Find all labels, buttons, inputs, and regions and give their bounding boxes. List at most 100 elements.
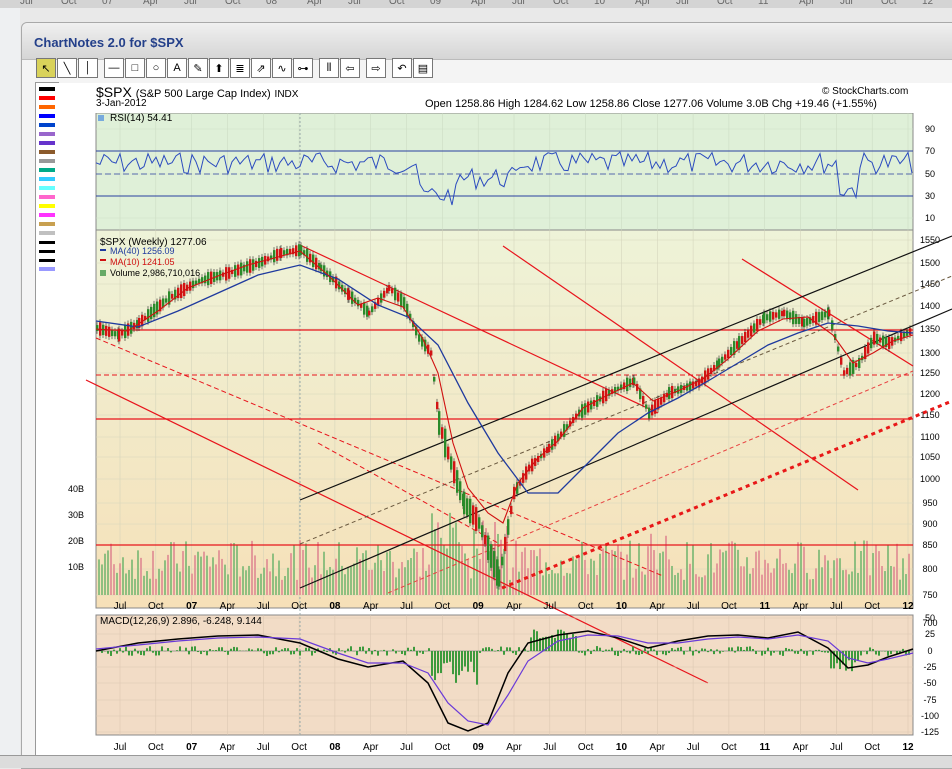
macd-histogram-bar bbox=[809, 650, 811, 651]
channel-tool-button[interactable]: ⊶ bbox=[293, 58, 313, 78]
macd-histogram-bar bbox=[743, 650, 745, 651]
macd-histogram-bar bbox=[461, 651, 463, 671]
candle-body bbox=[108, 327, 110, 337]
candle-body bbox=[587, 402, 589, 413]
color-swatch[interactable] bbox=[39, 159, 55, 163]
color-swatch[interactable] bbox=[39, 204, 55, 208]
volume-bar bbox=[692, 545, 694, 595]
price-axis-label: 1550 bbox=[920, 235, 940, 245]
arrow-up-tool-button[interactable]: ⬆ bbox=[209, 58, 229, 78]
color-swatch[interactable] bbox=[39, 250, 55, 253]
color-swatch[interactable] bbox=[39, 87, 55, 91]
color-swatch[interactable] bbox=[39, 123, 55, 127]
x-axis-label: Apr bbox=[649, 601, 665, 612]
color-swatch[interactable] bbox=[39, 168, 55, 172]
volume-bar bbox=[308, 568, 310, 595]
settings-icon: ▤ bbox=[418, 62, 428, 75]
color-swatch[interactable] bbox=[39, 105, 55, 109]
fibonacci-tool-button[interactable]: ≣ bbox=[230, 58, 250, 78]
volume-bar bbox=[581, 542, 583, 595]
macd-histogram-bar bbox=[395, 651, 397, 653]
volume-bar bbox=[206, 556, 208, 595]
candle-body bbox=[105, 326, 107, 336]
macd-histogram-bar bbox=[656, 651, 658, 655]
candle-body bbox=[750, 326, 752, 337]
macd-histogram-bar bbox=[473, 651, 475, 672]
rsi-axis-label: 30 bbox=[925, 191, 935, 201]
macd-histogram-bar bbox=[716, 649, 718, 651]
macd-histogram-bar bbox=[800, 649, 802, 651]
circle-tool-button[interactable]: ○ bbox=[146, 58, 166, 78]
x-axis-label: 10 bbox=[616, 742, 628, 753]
volume-bar bbox=[866, 541, 868, 595]
volume-bar bbox=[104, 554, 106, 595]
volume-bar bbox=[377, 545, 379, 595]
title-bar[interactable]: ChartNotes 2.0 for $SPX bbox=[22, 23, 952, 60]
macd-histogram-bar bbox=[830, 651, 832, 668]
candle-body bbox=[846, 368, 848, 374]
macd-histogram-bar bbox=[704, 649, 706, 651]
candle-body bbox=[769, 311, 771, 321]
candle-body bbox=[792, 311, 794, 324]
candle-body bbox=[183, 283, 185, 296]
volume-bar bbox=[899, 580, 901, 595]
volume-axis-label: 30B bbox=[68, 510, 84, 520]
macd-histogram-bar bbox=[578, 651, 580, 653]
color-swatch[interactable] bbox=[39, 141, 55, 145]
circle-icon: ○ bbox=[153, 62, 160, 74]
macd-histogram-bar bbox=[479, 651, 481, 653]
volume-bar bbox=[455, 523, 457, 595]
volume-bar bbox=[698, 577, 700, 595]
settings-tool-button[interactable]: ▤ bbox=[413, 58, 433, 78]
color-swatch[interactable] bbox=[39, 186, 55, 190]
candle-body bbox=[397, 292, 399, 301]
color-swatch[interactable] bbox=[39, 259, 55, 262]
volume-bar bbox=[371, 570, 373, 595]
line-tool-button[interactable]: ╲ bbox=[57, 58, 77, 78]
color-swatch[interactable] bbox=[39, 96, 55, 100]
macd-histogram-bar bbox=[782, 651, 784, 656]
color-swatch[interactable] bbox=[39, 150, 55, 154]
horizontal-line-tool-button[interactable]: — bbox=[104, 58, 124, 78]
candle-body bbox=[778, 310, 780, 319]
color-swatch[interactable] bbox=[39, 132, 55, 136]
macd-histogram-bar bbox=[416, 651, 418, 656]
volume-bar bbox=[350, 567, 352, 595]
color-swatch[interactable] bbox=[39, 213, 55, 217]
move-left-tool-button[interactable]: ⇦ bbox=[340, 58, 360, 78]
color-swatch[interactable] bbox=[39, 195, 55, 199]
undo-tool-button[interactable]: ↶ bbox=[392, 58, 412, 78]
pointer-tool-button[interactable]: ↖ bbox=[36, 58, 56, 78]
macd-histogram-bar bbox=[137, 651, 139, 653]
move-right-tool-button[interactable]: ⇨ bbox=[366, 58, 386, 78]
x-axis-label: Jul bbox=[830, 742, 843, 753]
volume-bar bbox=[884, 571, 886, 595]
wave-tool-button[interactable]: ∿ bbox=[272, 58, 292, 78]
candle-body bbox=[795, 314, 797, 324]
macd-histogram-bar bbox=[626, 651, 628, 652]
macd-histogram-bar bbox=[134, 649, 136, 651]
text-tool-button[interactable]: A bbox=[167, 58, 187, 78]
color-swatch[interactable] bbox=[39, 222, 55, 226]
color-swatch[interactable] bbox=[39, 267, 55, 271]
pencil-tool-button[interactable]: ✎ bbox=[188, 58, 208, 78]
color-swatch[interactable] bbox=[39, 114, 55, 118]
cycle-tool-button[interactable]: ⦀ bbox=[319, 58, 339, 78]
candle-body bbox=[394, 288, 396, 301]
color-swatch[interactable] bbox=[39, 177, 55, 181]
fan-tool-button[interactable]: ⇗ bbox=[251, 58, 271, 78]
x-axis-label: Apr bbox=[506, 601, 522, 612]
candle-body bbox=[171, 294, 173, 299]
volume-bar bbox=[737, 550, 739, 595]
volume-bar bbox=[197, 552, 199, 595]
vertical-line-tool-button[interactable]: │ bbox=[78, 58, 98, 78]
candle-body bbox=[273, 250, 275, 262]
color-swatch[interactable] bbox=[39, 241, 55, 244]
rectangle-tool-button[interactable]: □ bbox=[125, 58, 145, 78]
volume-bar bbox=[827, 560, 829, 595]
candle-body bbox=[192, 281, 194, 288]
color-swatch[interactable] bbox=[39, 231, 55, 235]
macd-histogram-bar bbox=[701, 648, 703, 651]
